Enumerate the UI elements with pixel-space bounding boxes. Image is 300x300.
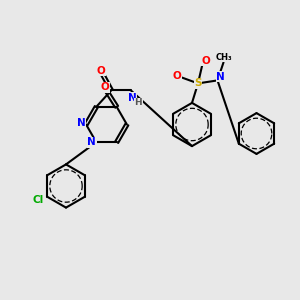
- Text: N: N: [77, 118, 86, 128]
- Text: N: N: [87, 137, 96, 147]
- Text: N: N: [128, 93, 137, 103]
- Text: S: S: [194, 78, 202, 88]
- Text: H: H: [134, 98, 142, 107]
- Text: O: O: [100, 82, 109, 92]
- Text: O: O: [201, 56, 210, 66]
- Text: O: O: [172, 71, 182, 81]
- Text: O: O: [96, 66, 105, 76]
- Text: N: N: [216, 72, 225, 82]
- Text: CH₃: CH₃: [215, 52, 232, 62]
- Text: Cl: Cl: [33, 195, 44, 205]
